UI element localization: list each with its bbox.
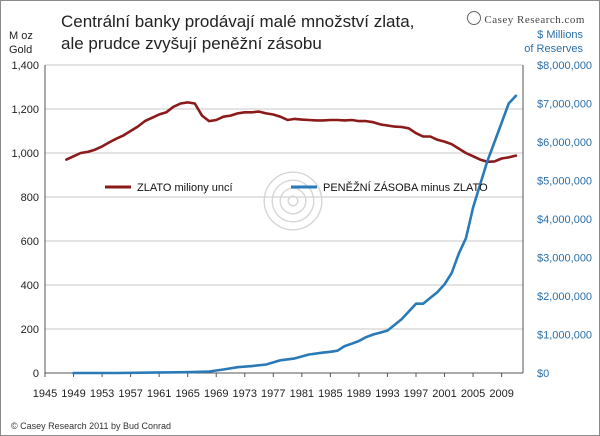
- x-tick-label: 1993: [375, 388, 399, 400]
- right-tick-label: $0: [537, 368, 549, 380]
- x-tick-label: 1981: [290, 388, 314, 400]
- x-tick-label: 2009: [489, 388, 513, 400]
- x-tick-label: 1961: [147, 388, 171, 400]
- chart-title-line-2: ale prudce zvyšují peněžní zásobu: [61, 34, 322, 53]
- left-tick-label: 800: [21, 192, 39, 204]
- money-supply-series-line: [72, 94, 518, 375]
- watermark-spiral-icon: [271, 179, 315, 223]
- right-tick-label: $6,000,000: [537, 137, 592, 149]
- right-tick-label: $8,000,000: [537, 60, 592, 72]
- brand-logo: Casey Research.com: [467, 11, 585, 26]
- right-axis-title-line-1: $ Millions: [537, 29, 583, 41]
- left-tick-label: 0: [33, 368, 39, 380]
- left-tick-label: 200: [21, 324, 39, 336]
- x-tick-label: 1973: [233, 388, 257, 400]
- x-tick-label: 1949: [61, 388, 85, 400]
- right-axis-title-line-2: of Reserves: [524, 43, 583, 55]
- left-axis-title-line-2: Gold: [9, 44, 33, 56]
- right-axis-title: $ Millions of Reserves: [524, 28, 583, 56]
- x-tick-label: 1945: [33, 388, 57, 400]
- right-tick-label: $1,000,000: [537, 330, 592, 342]
- legend-money-supply-label: PENĚŽNÍ ZÁSOBA minus ZLATO: [323, 181, 488, 194]
- watermark-spiral-icon: [279, 187, 307, 215]
- chart-title: Centrální banky prodávají malé množství …: [61, 11, 421, 55]
- right-tick-label: $5,000,000: [537, 176, 592, 188]
- brand-name: Casey Research.com: [484, 14, 585, 26]
- x-tick-label: 1989: [347, 388, 371, 400]
- x-tick-label: 2005: [461, 388, 485, 400]
- chart-title-line-1: Centrální banky prodávají malé množství …: [61, 12, 415, 31]
- left-tick-label: 1,200: [11, 104, 39, 116]
- right-tick-label: $3,000,000: [537, 253, 592, 265]
- x-tick-label: 1969: [204, 388, 228, 400]
- right-tick-label: $2,000,000: [537, 291, 592, 303]
- x-tick-label: 1957: [118, 388, 142, 400]
- left-axis-title-line-1: M oz: [9, 30, 33, 42]
- x-tick-label: 2001: [432, 388, 456, 400]
- x-tick-label: 1997: [404, 388, 428, 400]
- watermark-spiral-icon: [287, 195, 299, 207]
- x-tick-label: 1953: [90, 388, 114, 400]
- left-tick-label: 1,400: [11, 60, 39, 72]
- left-tick-label: 400: [21, 280, 39, 292]
- x-tick-label: 1977: [261, 388, 285, 400]
- legend-gold-label: ZLATO miliony uncí: [137, 182, 233, 194]
- copyright-note: © Casey Research 2011 by Bud Conrad: [11, 421, 172, 431]
- x-tick-label: 1985: [318, 388, 342, 400]
- right-tick-label: $4,000,000: [537, 214, 592, 226]
- right-tick-label: $7,000,000: [537, 99, 592, 111]
- left-axis-title: M oz Gold: [9, 29, 33, 57]
- gold-series-line: [65, 101, 518, 164]
- watermark-spiral-icon: [263, 171, 323, 231]
- left-tick-label: 600: [21, 236, 39, 248]
- left-tick-label: 1,000: [11, 148, 39, 160]
- x-tick-label: 1965: [175, 388, 199, 400]
- brand-spiral-icon: [467, 11, 482, 25]
